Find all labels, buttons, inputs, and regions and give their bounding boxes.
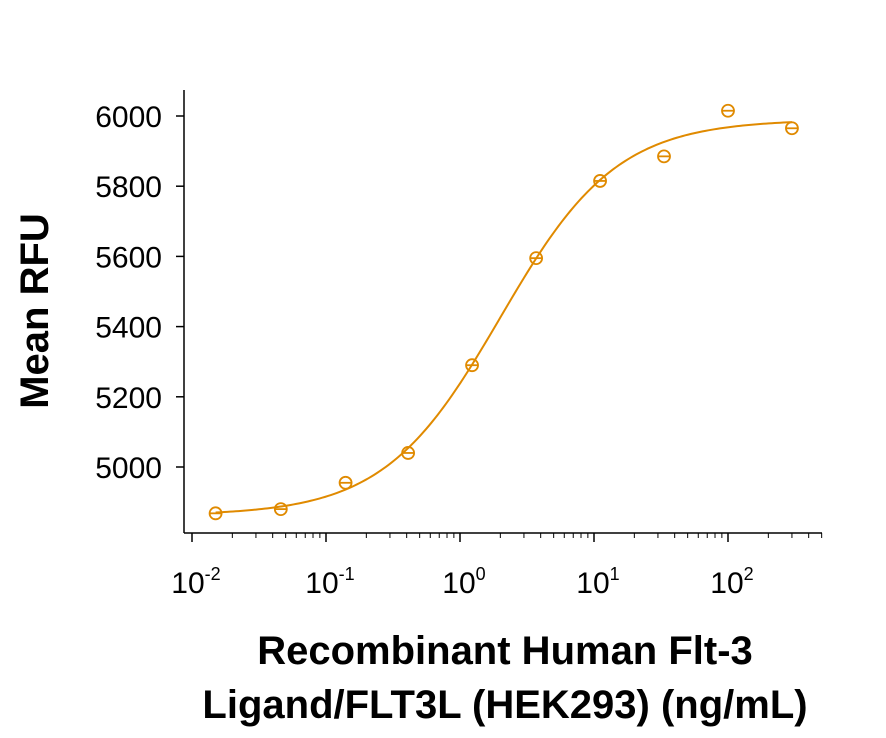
x-tick-label: 102	[710, 564, 753, 600]
data-point	[529, 251, 544, 266]
x-tick-label-exponent: -2	[205, 564, 221, 584]
x-tick-label-base: 10	[305, 567, 338, 600]
y-axis-title: Mean RFU	[13, 213, 57, 409]
data-point	[401, 446, 416, 460]
data-point	[338, 475, 353, 490]
x-tick-label-exponent: -1	[339, 564, 355, 584]
x-axis-title-line-2: Ligand/FLT3L (HEK293) (ng/mL)	[202, 683, 807, 727]
x-tick-label-base: 10	[710, 567, 743, 600]
x-tick-label-exponent: 2	[744, 564, 754, 584]
x-tick-label-exponent: 1	[610, 564, 620, 584]
x-tick-label-exponent: 0	[476, 564, 486, 584]
data-point	[657, 149, 671, 164]
x-tick-label-base: 10	[576, 567, 609, 600]
x-tick-label-base: 10	[442, 567, 475, 600]
y-tick-label: 5000	[95, 452, 162, 485]
x-tick-label-base: 10	[171, 567, 204, 600]
y-tick-label: 5600	[95, 241, 162, 274]
y-tick-label: 5400	[95, 312, 162, 345]
x-tick-label: 100	[442, 564, 485, 600]
y-tick-label: 5200	[95, 382, 162, 415]
y-axis-ticks: 5000 5200 5400 5600 5800 6000	[95, 101, 184, 485]
data-point	[273, 502, 288, 517]
y-tick-label: 5800	[95, 171, 162, 204]
x-tick-label: 101	[576, 564, 619, 600]
data-point	[593, 174, 607, 188]
data-point	[721, 103, 735, 118]
data-points	[208, 103, 799, 521]
x-tick-label: 10-1	[305, 564, 354, 600]
data-point	[465, 358, 479, 373]
fit-curve	[215, 121, 792, 514]
y-tick-label: 6000	[95, 101, 162, 134]
data-point	[208, 506, 223, 521]
x-axis-ticks: 10-2 10-1 100 101 102	[171, 533, 823, 600]
data-point	[785, 121, 799, 136]
x-axis-title-line-1: Recombinant Human Flt-3	[257, 629, 753, 673]
x-tick-label: 10-2	[171, 564, 220, 600]
